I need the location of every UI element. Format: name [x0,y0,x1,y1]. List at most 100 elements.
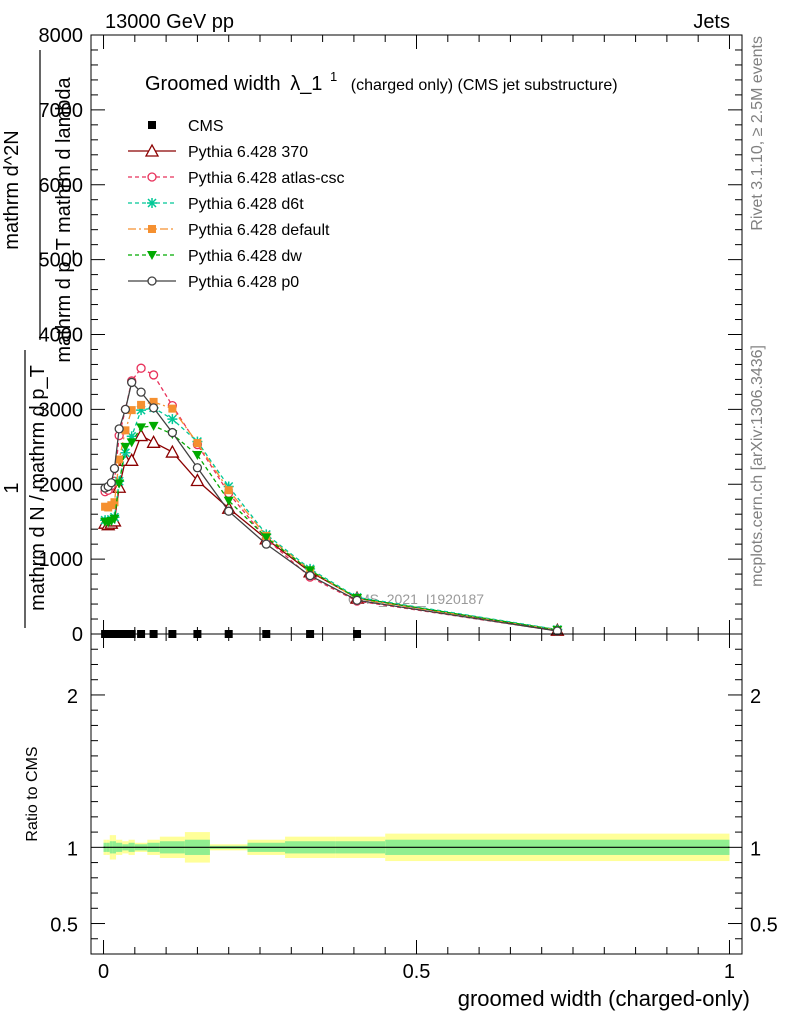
legend-marker-2 [147,198,157,208]
mcplots-label: mcplots.cern.ch [arXiv:1306.3436] [749,345,766,587]
svg-text:Groomed width λ_1: Groomed width λ_1 1 (charged only) (CMS … [145,64,618,95]
series-2-point [167,414,178,425]
legend-marker-3 [148,225,156,233]
y-tick-label: 4000 [39,325,84,347]
series-5-point [305,570,315,581]
y-tick-label: 5000 [39,250,84,272]
y-tick-label: 2000 [39,474,84,496]
series-0-point [124,452,139,466]
series-line-1 [104,367,558,632]
legend-label-4: Pythia 6.428 dw [188,248,302,265]
legend-label-3: Pythia 6.428 default [188,222,330,239]
series-2-point [120,447,131,458]
x-tick-label: 0 [98,961,109,983]
legend-label-0: Pythia 6.428 370 [188,144,308,161]
series-4-point [305,566,316,576]
series-3-point [149,397,158,406]
series-0-point [190,473,205,487]
legend-label-1: Pythia 6.428 atlas-csc [188,170,345,187]
series-1-point [148,370,159,380]
title-main: Groomed width [145,73,281,95]
series-5-point [106,478,116,488]
legend-marker-5 [147,276,157,286]
legend-marker-0 [144,143,160,157]
y-tick-label: 7000 [39,100,84,122]
series-line-0 [104,434,558,631]
ratio-y-label: Ratio to CMS [24,746,41,841]
series-4-point [109,514,120,524]
header-left: 13000 GeV pp [105,11,234,33]
series-4-point [120,442,131,452]
series-0-point [165,444,180,458]
series-3-point [121,426,130,435]
series-line-5 [104,381,558,632]
series-4-point [148,421,159,431]
y-label-numerator: mathrm d^2N [1,130,23,249]
series-5-point [552,626,562,636]
y-tick-label: 6000 [39,175,84,197]
y-tick-label: 8000 [39,25,84,47]
title-suffix: (charged only) (CMS jet substructure) [351,77,618,94]
series-3-point [115,455,124,464]
series-0-point [133,428,149,442]
y-label-denominator: mathrm d N / mathrm d p_T [27,365,49,611]
series-4-point [136,423,147,433]
ratio-panel-frame [90,633,743,955]
series-3-point [110,498,119,507]
main-y-label: 1 mathrm d N / mathrm d p_T mathrm d^2N … [1,50,75,628]
star-stroke [147,198,157,208]
ratio-uncertainty-band [103,832,730,863]
series-5-point [261,539,271,549]
series-1-point [136,363,146,373]
series-4-point [126,438,137,448]
series-5-point [127,377,137,388]
plot-title: Groomed width λ_1 1 (charged only) (CMS … [145,64,618,95]
ratio-tick-label-right: 0.5 [750,915,778,937]
legend-marker-1 [147,172,157,182]
x-axis-label: groomed width (charged-only) [458,986,750,1011]
y-tick-label: 0 [72,624,83,646]
title-superscript: 1 [330,69,337,84]
y-label-one: 1 [1,482,23,493]
series-3-point [193,439,202,448]
y-tick-label: 3000 [39,399,84,421]
series-5-point [114,424,124,434]
legend-cms-label: CMS [188,118,224,135]
star-stroke [167,414,177,424]
legend: CMS Pythia 6.428 370 Pythia 6.428 atlas-cs… [128,118,345,291]
x-tick-label: 1 [724,961,735,983]
series-5-point [109,463,120,474]
series-5-point [192,463,203,473]
series-4-point [261,533,272,543]
series-5-point [120,404,131,415]
series-5-point [352,595,362,605]
ratio-tick-label-right: 1 [750,838,761,860]
legend-label-2: Pythia 6.428 d6t [188,196,304,213]
ratio-tick-label: 1 [67,838,78,860]
tick-labels: 0 1000 2000 3000 4000 5000 6000 7000 8000 0 0.5 1 0.… [39,25,778,983]
ratio-tick-label-right: 2 [750,686,761,708]
series-5-point [136,387,146,397]
series-4-point [192,451,203,461]
y-label-numerator-denominator: mathrm d p_T mathrm d lambda [53,76,75,362]
legend-label-5: Pythia 6.428 p0 [188,274,299,291]
ratio-tick-label: 0.5 [50,915,78,937]
header-right: Jets [693,11,730,33]
series-4-point [114,479,125,489]
series-3-point [127,406,136,415]
rivet-label: Rivet 3.1.10, ≥ 2.5M events [749,36,766,231]
series-5-point [224,506,234,516]
series-4-point [223,496,234,506]
series-line-2 [104,407,558,631]
series-0-point [146,434,161,448]
ratio-tick-label: 2 [67,686,78,708]
y-tick-label: 1000 [39,549,84,571]
legend-marker-4 [147,251,157,260]
series-5-point [148,403,159,413]
title-symbol: λ_1 [290,73,322,95]
series-5-point [167,427,178,438]
legend-cms-marker [148,121,156,129]
x-tick-label: 0.5 [403,961,431,983]
series-3-point [137,400,146,409]
